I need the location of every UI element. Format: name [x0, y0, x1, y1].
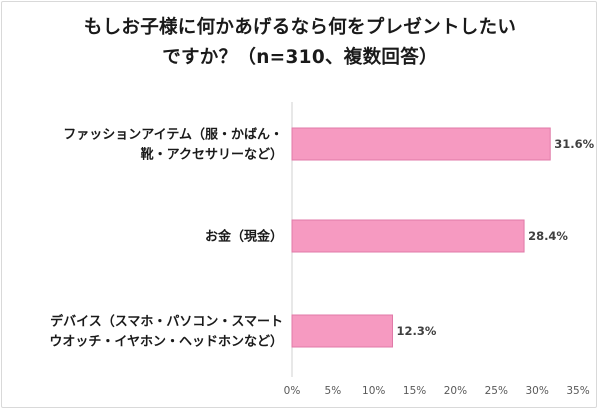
- x-tick-label-3: 10%: [362, 385, 385, 397]
- x-tick-label-7: 30%: [525, 385, 548, 397]
- category-label-3-line-1: デバイス（スマホ・パソコン・スマート: [50, 314, 283, 330]
- x-tick-label-6: 25%: [485, 385, 508, 397]
- x-tick-label-1: 0%: [284, 385, 301, 397]
- value-label-3: 12.3%: [397, 324, 437, 338]
- value-label-2: 28.4%: [528, 229, 568, 243]
- bar-3: [291, 314, 394, 348]
- category-label-1-line-2: 靴・アクセサリーなど）: [141, 147, 283, 163]
- chart-title-line-2: ですか？（n=310、複数回答）: [162, 47, 438, 68]
- chart-title-line-1: もしお子様に何かあげるなら何をプレゼントしたい: [83, 17, 517, 38]
- bar-2: [291, 219, 525, 253]
- value-label-1: 31.6%: [554, 137, 594, 151]
- x-tick-label-2: 5%: [325, 385, 342, 397]
- x-tick-label-5: 20%: [444, 385, 467, 397]
- x-tick-label-8: 35%: [566, 385, 589, 397]
- category-label-1-line-1: ファッションアイテム（服・かばん・: [63, 127, 283, 143]
- bar-1: [291, 127, 551, 161]
- chart-title: もしお子様に何かあげるなら何をプレゼントしたい ですか？（n=310、複数回答）: [0, 13, 600, 73]
- category-label-2-line-1: お金（現金）: [205, 229, 283, 245]
- category-label-3-line-2: ウオッチ・イヤホン・ヘッドホンなど）: [49, 334, 283, 350]
- x-tick-label-4: 15%: [403, 385, 426, 397]
